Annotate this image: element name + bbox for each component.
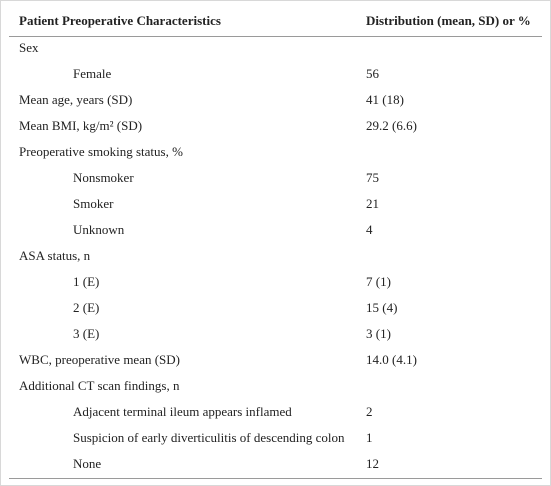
row-label: Mean age, years (SD) xyxy=(19,92,133,107)
item-value: 56 xyxy=(366,66,379,81)
row-label: Additional CT scan findings, n xyxy=(19,378,180,393)
item-label: 1 (E) xyxy=(73,274,100,289)
row-label: ASA status, n xyxy=(19,248,91,263)
row-label: Mean BMI, kg/m² (SD) xyxy=(19,118,143,133)
row-value: 41 (18) xyxy=(366,92,404,107)
item-value: 75 xyxy=(366,170,379,185)
item-label: Female xyxy=(73,66,112,81)
row-value: 14.0 (4.1) xyxy=(366,352,417,367)
item-label: 3 (E) xyxy=(73,326,100,341)
item-value: 2 xyxy=(366,404,373,419)
bottom-rule xyxy=(9,478,542,479)
header-rule xyxy=(9,36,542,37)
item-value: 4 xyxy=(366,222,373,237)
item-value: 21 xyxy=(366,196,379,211)
item-label: None xyxy=(73,456,102,471)
item-value: 1 xyxy=(366,430,373,445)
row-label: Preoperative smoking status, % xyxy=(19,144,183,159)
item-label: Smoker xyxy=(73,196,114,211)
row-value: 29.2 (6.6) xyxy=(366,118,417,133)
item-value: 12 xyxy=(366,456,379,471)
item-label: Nonsmoker xyxy=(73,170,134,185)
item-value: 3 (1) xyxy=(366,326,391,341)
item-label: Suspicion of early diverticulitis of des… xyxy=(73,430,345,445)
item-label: Unknown xyxy=(73,222,125,237)
item-label: Adjacent terminal ileum appears inflamed xyxy=(73,404,292,419)
item-label: 2 (E) xyxy=(73,300,100,315)
row-label: WBC, preoperative mean (SD) xyxy=(19,352,181,367)
row-label: Sex xyxy=(19,40,39,55)
item-value: 7 (1) xyxy=(366,274,391,289)
item-value: 15 (4) xyxy=(366,300,398,315)
header-cell: Patient Preoperative Characteristics xyxy=(19,13,221,28)
header-cell: Distribution (mean, SD) or % xyxy=(366,13,531,28)
